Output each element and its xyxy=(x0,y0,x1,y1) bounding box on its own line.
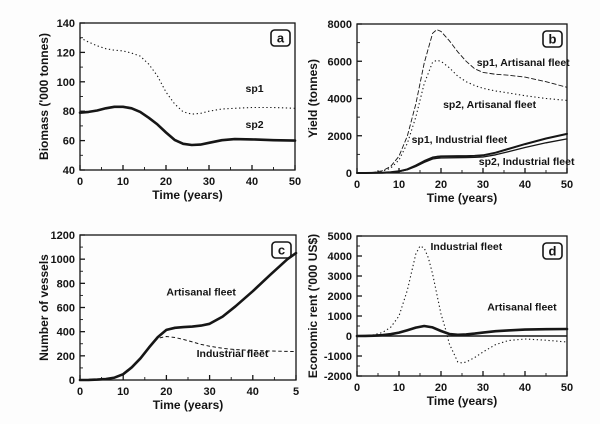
d-label-box xyxy=(542,242,563,260)
a-y-tick-label: 80 xyxy=(63,106,75,118)
b-x-tick-label: 0 xyxy=(354,179,360,191)
d-y-tick-label: -1000 xyxy=(324,351,352,363)
d-axes-ticks: 0 10 20 30 40 50 -2000 -1000 0 1000 2000 3000 4000 50… xyxy=(324,231,573,394)
c-y-tick-label: 0 xyxy=(69,375,75,387)
d-y-tick-label: 4000 xyxy=(328,251,352,263)
a-y-tick-label: 60 xyxy=(63,136,75,148)
c-annotation-industrial-fleet: Industrial fleet xyxy=(197,348,269,360)
a-series-sp1 xyxy=(79,37,296,115)
a-plot-frame xyxy=(79,22,296,171)
c-x-tick-label: 30 xyxy=(203,386,215,398)
a-label: a xyxy=(277,31,285,46)
chart-d-svg: 0 10 20 30 40 50 -2000 -1000 0 1000 2000 3000 4000 50… xyxy=(306,231,573,408)
c-x-tick-label: 5 xyxy=(293,386,299,398)
c-y-tick-label: 400 xyxy=(57,327,75,339)
a-x-tick-label: 50 xyxy=(289,176,301,188)
c-label: c xyxy=(278,243,285,258)
panel-d-economic-rent-chart: 0 10 20 30 40 50 -2000 -1000 0 1000 2000 3000 4000 50… xyxy=(300,212,600,424)
a-x-tick-label: 40 xyxy=(246,176,258,188)
a-y-tick-label: 140 xyxy=(57,18,75,30)
b-annotation-sp1-industrial-fleet: sp1, Industrial fleet xyxy=(412,134,508,146)
b-y-tick-label: 6000 xyxy=(328,56,352,68)
a-x-axis-title: Time (years) xyxy=(152,188,222,202)
c-x-tick-label: 20 xyxy=(160,386,172,398)
d-y-tick-label: 3000 xyxy=(328,271,352,283)
a-y-tick-label: 120 xyxy=(57,47,75,59)
a-y-axis-title: Biomass ('000 tonnes) xyxy=(37,33,51,160)
c-y-tick-label: 600 xyxy=(57,303,75,315)
b-x-tick-label: 10 xyxy=(393,179,405,191)
d-x-tick-label: 0 xyxy=(354,382,360,394)
b-annotation-sp1-artisanal-fleet: sp1, Artisanal fleet xyxy=(477,57,570,69)
chart-a-svg: 0 10 20 30 40 50 40 60 80 100 120 140 Time (years) Bi… xyxy=(37,18,301,202)
d-y-tick-label: 1000 xyxy=(328,311,352,323)
c-y-axis-title: Number of vessels xyxy=(37,254,51,361)
b-x-axis-title: Time (years) xyxy=(427,191,497,205)
b-annotation-sp2-industrial-fleet: sp2, Industrial fleet xyxy=(479,156,575,168)
d-x-tick-label: 10 xyxy=(393,382,405,394)
c-x-tick-label: 10 xyxy=(117,386,129,398)
a-x-tick-label: 0 xyxy=(77,176,83,188)
b-series-sp2-artisanal-fleet xyxy=(356,59,568,174)
a-x-tick-label: 30 xyxy=(203,176,215,188)
panel-c-vessels-chart: 0 10 20 30 40 5 0 200 400 600 800 1000 1200 Time (yea… xyxy=(0,212,300,424)
d-y-tick-label: -2000 xyxy=(324,371,352,383)
d-annotation-industrial-fleet: Industrial fleet xyxy=(431,241,503,253)
d-x-tick-label: 30 xyxy=(477,382,489,394)
d-annotation-artisanal-fleet: Artisanal fleet xyxy=(487,301,557,313)
d-y-tick-label: 5000 xyxy=(328,231,352,243)
b-annotation-sp2-artisanal-fleet: sp2, Artisanal fleet xyxy=(443,99,536,111)
d-x-tick-label: 50 xyxy=(561,382,573,394)
b-y-tick-label: 8000 xyxy=(328,19,352,31)
d-y-tick-label: 0 xyxy=(346,331,352,343)
a-series-sp2 xyxy=(78,105,297,147)
d-x-tick-label: 20 xyxy=(435,382,447,394)
a-axes-ticks: 0 10 20 30 40 50 40 60 80 100 120 140 xyxy=(57,18,301,188)
b-label: b xyxy=(549,32,557,47)
a-annotation-sp1: sp1 xyxy=(246,83,264,95)
b-y-tick-label: 4000 xyxy=(328,94,352,106)
b-x-tick-label: 40 xyxy=(519,179,531,191)
b-series-sp2-industrial-fleet xyxy=(356,138,568,174)
panel-a-biomass-chart: 0 10 20 30 40 50 40 60 80 100 120 140 Time (years) Bi… xyxy=(0,0,301,212)
b-y-tick-label: 0 xyxy=(346,168,352,180)
panel-b-yield-chart: 0 10 20 30 40 50 0 2000 4000 6000 8000 Time (years)… xyxy=(300,0,600,212)
c-y-tick-label: 800 xyxy=(57,278,75,290)
d-label: d xyxy=(549,244,557,259)
c-y-tick-label: 1000 xyxy=(51,254,75,266)
c-series-artisanal-fleet xyxy=(78,251,298,382)
b-x-tick-label: 50 xyxy=(561,179,573,191)
d-series-industrial-fleet xyxy=(356,245,568,364)
b-y-axis-title: Yield (tonnes) xyxy=(306,59,320,138)
d-x-axis-title: Time (years) xyxy=(427,394,497,408)
a-y-tick-label: 40 xyxy=(63,165,75,177)
a-x-tick-label: 20 xyxy=(160,176,172,188)
d-y-tick-label: 2000 xyxy=(328,291,352,303)
a-label-box xyxy=(270,29,291,47)
d-series-artisanal-fleet xyxy=(355,324,569,338)
c-x-tick-label: 40 xyxy=(247,386,259,398)
a-annotation-sp2: sp2 xyxy=(246,119,264,131)
c-x-tick-label: 0 xyxy=(77,386,83,398)
c-y-tick-label: 200 xyxy=(57,351,75,363)
b-series-sp1-artisanal-fleet xyxy=(356,29,568,174)
b-x-tick-label: 20 xyxy=(435,179,447,191)
chart-b-svg: 0 10 20 30 40 50 0 2000 4000 6000 8000 Time (years)… xyxy=(306,19,575,205)
c-series-industrial-fleet xyxy=(79,336,297,381)
c-annotation-artisanal-fleet: Artisanal fleet xyxy=(166,286,236,298)
b-x-tick-label: 30 xyxy=(477,179,489,191)
d-x-tick-label: 40 xyxy=(519,382,531,394)
c-label-box xyxy=(271,241,292,259)
b-label-box xyxy=(542,30,563,48)
a-y-tick-label: 100 xyxy=(57,77,75,89)
b-y-tick-label: 2000 xyxy=(328,131,352,143)
a-x-tick-label: 10 xyxy=(117,176,129,188)
d-y-axis-title: Economic rent ('000 US$) xyxy=(306,234,320,378)
c-x-axis-title: Time (years) xyxy=(153,398,223,412)
c-y-tick-label: 1200 xyxy=(51,230,75,242)
b-axes-ticks: 0 10 20 30 40 50 0 2000 4000 6000 8000 xyxy=(328,19,574,191)
